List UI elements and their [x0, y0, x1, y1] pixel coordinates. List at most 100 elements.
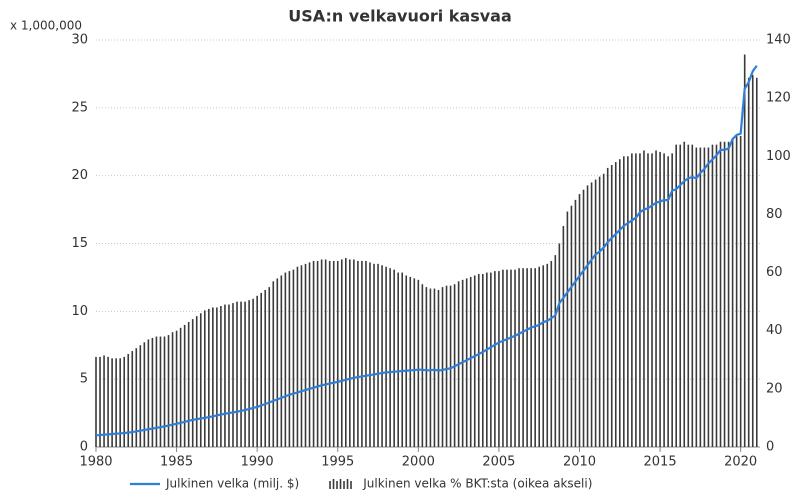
bar — [95, 356, 97, 447]
bar — [324, 259, 327, 447]
bar — [377, 263, 379, 447]
legend-swatch — [329, 481, 331, 489]
bar — [401, 272, 404, 447]
line — [95, 65, 758, 437]
bar — [631, 153, 633, 447]
bar — [651, 153, 653, 447]
bar — [602, 173, 605, 447]
bar — [296, 266, 299, 447]
y2-tick-label: 0 — [766, 440, 774, 455]
bar — [486, 272, 488, 447]
bar — [417, 279, 420, 447]
bar — [199, 313, 202, 447]
chart-title: USA:n velkavuori kasvaa — [288, 7, 512, 26]
bar — [755, 77, 758, 448]
x-tick-label: 2005 — [482, 455, 515, 470]
bar — [345, 258, 347, 447]
bar — [397, 272, 399, 447]
bar — [103, 355, 105, 447]
bar — [320, 259, 323, 447]
bar — [546, 263, 549, 447]
bar — [441, 287, 444, 447]
bar — [606, 167, 609, 447]
bar — [582, 189, 585, 448]
bar — [195, 316, 198, 447]
bar — [623, 156, 625, 448]
y2-tick-label: 60 — [766, 265, 783, 280]
bar — [405, 275, 408, 447]
legend-swatch — [332, 479, 335, 489]
x-tick-label: 1985 — [160, 455, 193, 470]
bar — [727, 141, 730, 447]
bar — [252, 298, 254, 447]
bar — [328, 260, 331, 447]
bar — [413, 278, 416, 447]
bar — [284, 272, 287, 447]
bar — [139, 345, 142, 447]
bar — [671, 153, 673, 447]
bar — [647, 153, 649, 447]
bar — [691, 144, 694, 447]
legend-swatch — [339, 479, 342, 489]
bar — [216, 307, 218, 447]
bar — [191, 319, 194, 447]
y-tick-label: 10 — [71, 304, 88, 319]
bar — [361, 260, 363, 447]
bar — [389, 268, 391, 447]
bar — [433, 288, 436, 447]
bar — [300, 265, 303, 447]
bar — [683, 141, 686, 447]
bar — [590, 182, 593, 447]
labels: 0 5 10 15 20 25 30 0 20 40 60 80 100 120 140 1980 1985 19… — [71, 33, 790, 491]
bar — [393, 269, 395, 447]
legend-swatch — [350, 481, 352, 489]
bar — [481, 274, 484, 447]
bar — [498, 271, 500, 447]
bar — [598, 176, 601, 447]
bar — [469, 276, 472, 447]
legend-swatch — [343, 481, 345, 489]
bar — [127, 353, 130, 447]
bar — [618, 159, 621, 447]
y2-tick-label: 40 — [766, 323, 783, 338]
bar — [562, 226, 565, 447]
bar — [208, 308, 210, 447]
bar — [594, 179, 597, 448]
bar — [639, 153, 641, 447]
bar — [183, 324, 186, 447]
bar — [494, 271, 496, 447]
legend-label: Julkinen velka % BKT:sta (oikea akseli) — [362, 477, 592, 491]
y2-tick-label: 20 — [766, 381, 783, 396]
bar — [159, 336, 162, 447]
bar — [707, 147, 710, 448]
bar — [381, 265, 383, 447]
bar — [490, 272, 492, 447]
y2-tick-label: 140 — [766, 33, 791, 48]
bar — [107, 356, 109, 447]
bar — [163, 336, 166, 447]
bar — [248, 300, 250, 447]
bar — [288, 271, 291, 447]
bar — [143, 342, 146, 447]
bar — [369, 262, 371, 447]
x-tick-label: 2015 — [644, 455, 677, 470]
bar — [312, 260, 315, 447]
bar — [212, 307, 214, 447]
bar — [123, 356, 126, 447]
bar — [437, 290, 440, 447]
bar — [723, 141, 726, 447]
bar — [663, 153, 665, 447]
bar — [655, 150, 657, 447]
bar — [659, 151, 661, 448]
bar — [220, 306, 222, 447]
bar — [365, 260, 367, 447]
bar — [175, 330, 178, 447]
bar — [502, 269, 504, 447]
grid — [95, 39, 760, 452]
bar — [131, 351, 134, 447]
bar — [260, 292, 262, 447]
bar — [385, 266, 387, 447]
bar — [244, 301, 246, 447]
bar — [735, 135, 738, 447]
y-tick-label: 20 — [71, 168, 88, 183]
